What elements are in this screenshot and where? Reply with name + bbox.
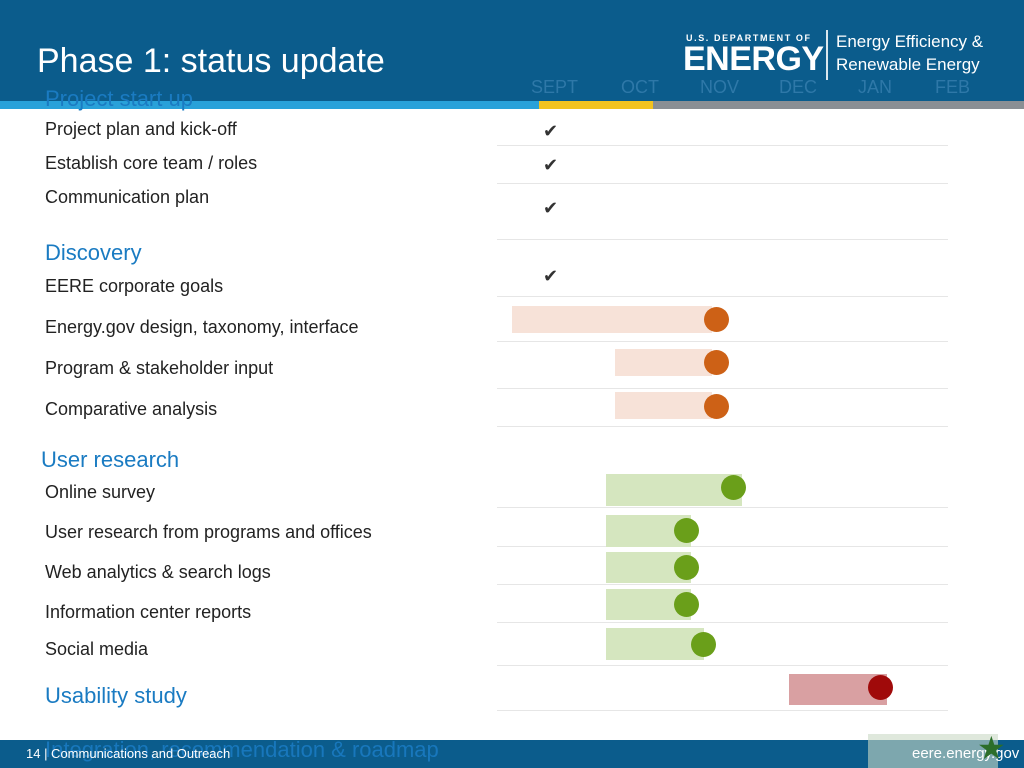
footer-page-info: 14 | Communications and Outreach xyxy=(26,746,231,761)
status-dot xyxy=(674,555,699,580)
progress-bar xyxy=(606,474,742,506)
section-user-research: User research xyxy=(41,447,180,472)
accent-stripe-blue xyxy=(0,101,539,109)
row-divider xyxy=(497,665,948,666)
accent-stripe-yellow xyxy=(539,101,653,109)
task-label: Social media xyxy=(45,639,149,659)
task-label: Project plan and kick-off xyxy=(45,119,237,139)
month-label: NOV xyxy=(700,77,740,97)
task-label: User research from programs and offices xyxy=(45,522,372,542)
row-divider xyxy=(497,426,948,427)
timeline-months: SEPT OCT NOV DEC JAN FEB xyxy=(529,77,989,99)
status-dot xyxy=(674,592,699,617)
progress-bar xyxy=(606,628,704,660)
status-dot xyxy=(704,350,729,375)
task-label: EERE corporate goals xyxy=(45,276,224,296)
row-divider xyxy=(497,239,948,240)
check-icon: ✔ xyxy=(543,198,559,218)
task-label: Communication plan xyxy=(45,187,210,207)
status-dot xyxy=(704,307,729,332)
task-label: Establish core team / roles xyxy=(45,153,258,173)
section-integration: Integration, recommendation & roadmap xyxy=(45,737,439,762)
row-divider xyxy=(497,183,948,184)
progress-bar xyxy=(615,349,712,376)
status-dot xyxy=(868,675,893,700)
page-title: Phase 1: status update xyxy=(37,42,385,80)
status-dot xyxy=(674,518,699,543)
progress-bar xyxy=(512,306,712,333)
row-divider xyxy=(497,341,948,342)
check-icon: ✔ xyxy=(543,266,559,286)
logo-office-line1: Energy Efficiency & xyxy=(836,32,984,51)
check-icon: ✔ xyxy=(543,155,559,175)
status-dot xyxy=(691,632,716,657)
header-bar xyxy=(0,0,1024,101)
accent-stripe-grey xyxy=(653,101,1024,109)
section-project-start: Project start up xyxy=(45,86,193,111)
row-divider xyxy=(497,296,948,297)
logo-divider xyxy=(826,30,828,80)
progress-bar xyxy=(615,392,712,419)
month-label: DEC xyxy=(779,77,818,97)
progress-bar xyxy=(868,734,998,768)
month-label: JAN xyxy=(858,77,893,97)
status-dot xyxy=(721,475,746,500)
section-usability: Usability study xyxy=(45,683,187,708)
row-divider xyxy=(497,584,948,585)
month-label: OCT xyxy=(621,77,659,97)
section-discovery: Discovery xyxy=(45,240,142,265)
month-label: SEPT xyxy=(531,77,579,97)
task-label: Comparative analysis xyxy=(45,399,218,419)
task-label: Energy.gov design, taxonomy, interface xyxy=(45,317,359,337)
row-divider xyxy=(497,622,948,623)
logo-office-line2: Renewable Energy xyxy=(836,55,980,74)
logo-dept-text: U.S. DEPARTMENT OF xyxy=(686,33,812,43)
task-label: Online survey xyxy=(45,482,156,502)
task-label: Information center reports xyxy=(45,602,252,622)
status-dot xyxy=(704,394,729,419)
row-divider xyxy=(497,710,948,711)
star-icon: ★ xyxy=(977,730,1006,766)
task-label: Program & stakeholder input xyxy=(45,358,274,378)
row-divider xyxy=(497,546,948,547)
logo-energy-text: ENERGY xyxy=(683,40,824,78)
row-divider xyxy=(497,388,948,389)
footer-url: eere.energy.gov xyxy=(912,745,1020,762)
task-label: Web analytics & search logs xyxy=(45,562,271,582)
footer-bar xyxy=(0,740,1024,768)
row-divider xyxy=(497,145,948,146)
month-label: FEB xyxy=(935,77,971,97)
row-divider xyxy=(497,507,948,508)
check-icon: ✔ xyxy=(543,121,559,141)
